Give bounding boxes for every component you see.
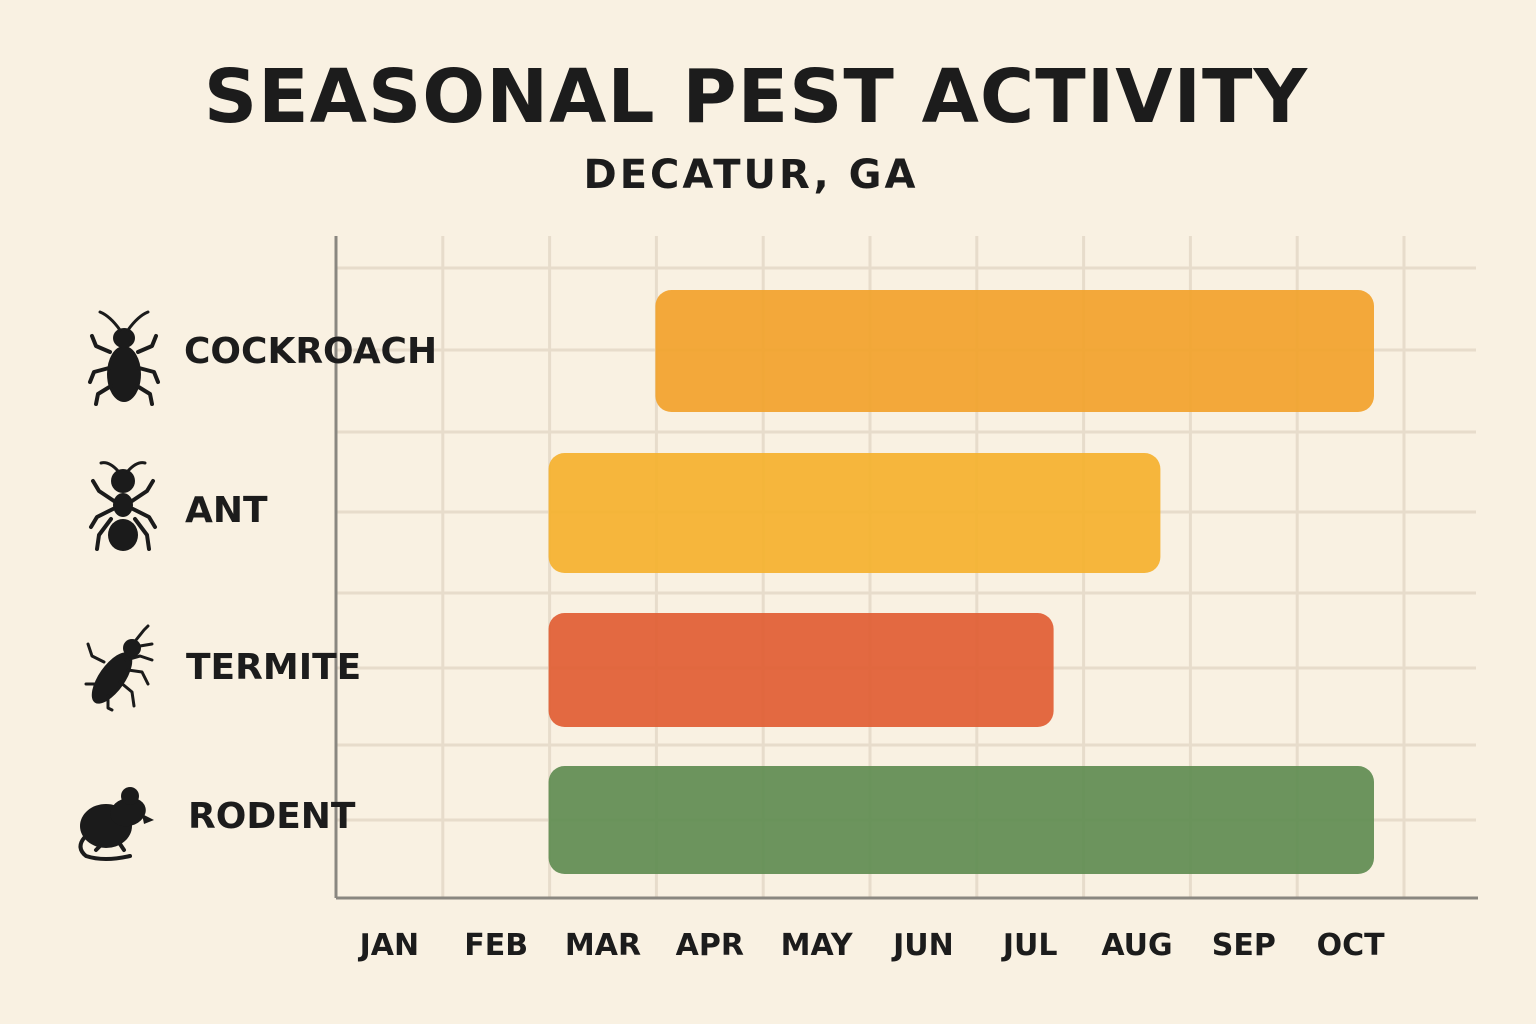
category-icons: [78, 310, 160, 861]
ant-icon: [89, 461, 157, 551]
x-tick-label: JAN: [358, 928, 420, 963]
chart-title: SEASONAL PEST ACTIVITY: [203, 54, 1309, 140]
x-tick-label: SEP: [1212, 928, 1276, 963]
x-tick-labels: JAN FEB MAR APR MAY JUN JUL AUG SEP OCT: [358, 928, 1385, 963]
bar-termite: [548, 613, 1054, 727]
bar-rodent: [548, 766, 1374, 874]
bar-cockroach: [655, 290, 1374, 412]
x-tick-label: JUL: [1001, 928, 1058, 963]
termite-icon: [84, 624, 154, 712]
bar-ant: [548, 453, 1161, 573]
chart-subtitle: DECATUR, GA: [583, 152, 919, 198]
category-labels: COCKROACH ANT TERMITE RODENT: [184, 331, 437, 837]
bars: [548, 290, 1374, 874]
x-tick-label: MAY: [781, 928, 854, 963]
cockroach-icon: [88, 310, 160, 406]
axes: [334, 236, 1478, 900]
category-label: RODENT: [188, 796, 356, 837]
x-tick-label: OCT: [1317, 928, 1386, 963]
category-label: TERMITE: [186, 647, 361, 688]
x-tick-label: AUG: [1101, 928, 1172, 963]
x-tick-label: MAR: [565, 928, 641, 963]
x-tick-label: JUN: [891, 928, 954, 963]
x-tick-label: FEB: [464, 928, 528, 963]
rodent-icon: [78, 787, 154, 861]
x-tick-label: APR: [676, 928, 744, 963]
category-label: ANT: [185, 490, 268, 531]
category-label: COCKROACH: [184, 331, 437, 372]
